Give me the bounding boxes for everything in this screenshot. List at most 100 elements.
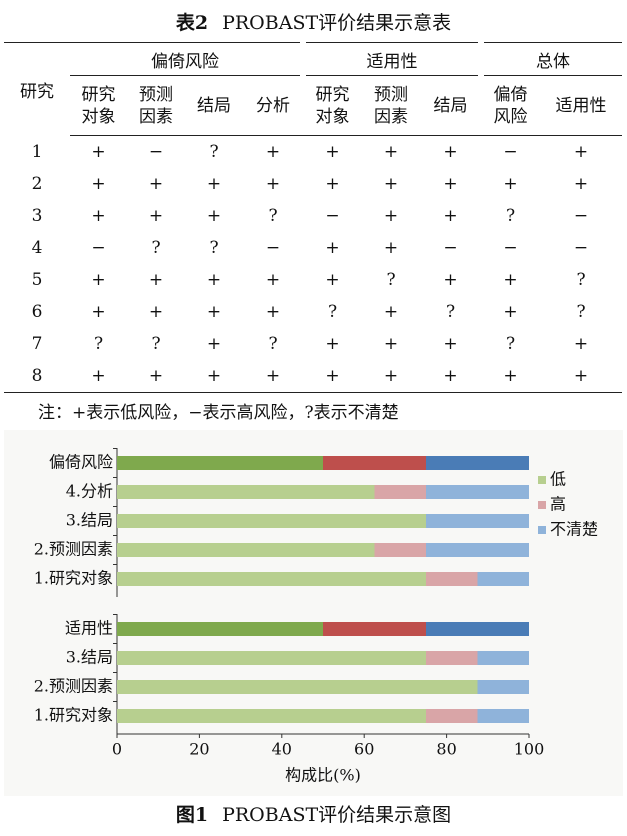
y-tick-label: 1.研究对象 [34,706,113,725]
legend-swatch [538,476,546,484]
row-label: 1 [31,141,43,162]
cell: ? [209,238,219,258]
table-row: 7?? +? + + +? + [4,328,622,360]
table-row: 1 + −? + + + + − + [4,136,622,169]
bar-segment [426,709,478,723]
cell: + [503,270,518,290]
group-header: 总体 [478,42,622,76]
y-tick-label: 适用性 [65,619,113,638]
cell: + [383,334,399,354]
table-title: 表2 PROBAST评价结果示意表 [0,8,627,35]
bar-segment [117,680,478,694]
y-tick-label: 4.分析 [66,482,113,501]
column-header: 预测因素 [362,75,420,136]
column-header: 偏倚风险 [481,75,540,136]
cell: + [265,142,281,162]
table: 研究 偏倚风险 适用性 总体 研究对象 预测因素 结局 分析 研究对象 预测因素 结局 偏倚风险 适用性… [4,42,622,393]
cell: + [325,366,340,386]
column-header-text: 结局 [197,95,231,116]
cell: + [383,238,399,258]
bar-segment [323,456,426,470]
legend-label: 不清楚 [550,520,598,539]
column-header-text: 预测因素 [139,84,173,127]
y-tick-label: 3.结局 [66,511,113,530]
cell: + [573,142,589,162]
cell: + [325,270,340,290]
cell: + [325,238,340,258]
bar-segment [374,485,426,499]
cell: + [443,334,458,354]
row-label: 5 [31,270,43,290]
cell: + [206,270,222,290]
figure-caption: 图1 PROBAST评价结果示意图 [0,800,627,827]
cell: ? [505,206,516,226]
cell: + [503,302,518,322]
cell: + [573,174,589,194]
cell: ? [327,302,338,322]
cell: ? [268,334,278,354]
table-title-text: PROBAST评价结果示意表 [222,12,452,34]
bar-segment [426,456,529,470]
cell: + [265,366,281,386]
group-header: 适用性 [300,42,481,76]
cell: − [573,206,589,226]
cell: + [383,206,399,226]
column-header-text: 结局 [433,95,468,116]
column-header: 分析 [243,75,303,136]
column-header: 研究对象 [303,75,362,136]
y-tick-label: 2.预测因素 [34,677,113,696]
x-axis-label: 构成比(%) [285,766,361,785]
cell: + [573,334,589,354]
cell: − [265,238,281,258]
cell: − [91,238,106,258]
cell: + [265,174,281,194]
figure-title: PROBAST评价结果示意图 [222,804,452,826]
cell: + [148,302,164,322]
row-label: 2 [31,174,43,194]
cell: + [206,174,222,194]
bar-segment [477,651,529,665]
table-note: 注：+表示低风险，−表示高风险，?表示不清楚 [38,403,399,423]
column-header: 预测因素 [127,75,185,136]
cell: ? [268,206,278,226]
column-header-text: 偏倚风险 [493,84,528,127]
y-tick-label: 3.结局 [66,648,113,667]
table-row: 3 + + +? − + +? − [4,200,622,232]
cell: + [383,366,399,386]
cell: + [148,174,164,194]
cell: + [91,174,106,194]
bar-segment [426,572,478,586]
cell: + [91,270,106,290]
cell: + [91,206,106,226]
column-header: 研究对象 [70,75,127,136]
cell: + [503,366,518,386]
cell: + [265,302,281,322]
bar-segment [426,543,529,557]
cell: + [91,366,106,386]
cell: + [265,270,281,290]
column-header: 结局 [185,75,243,136]
bar-segment [426,485,529,499]
legend-label: 高 [550,495,566,514]
row-label: 6 [31,302,43,322]
cell: − [503,238,518,258]
cell: + [443,366,458,386]
cell: + [383,174,399,194]
column-header: 结局 [420,75,481,136]
row-header: 研究 [20,81,54,102]
cell: − [148,142,164,162]
bar-segment [117,651,426,665]
table-row: 5 + + + + +? + +? [4,264,622,296]
cell: + [206,302,222,322]
bar-segment [426,514,529,528]
legend-swatch [538,501,546,509]
bar-segment [426,651,478,665]
cell: + [383,142,399,162]
bar-segment [117,456,323,470]
cell: + [443,206,458,226]
table-row: 4 −?? − + + − − − [4,232,622,264]
cell: ? [576,302,586,322]
bar-segment [117,543,375,557]
x-tick-label: 60 [354,740,374,759]
table-row: 8 + + + + + + + + + [4,360,622,393]
